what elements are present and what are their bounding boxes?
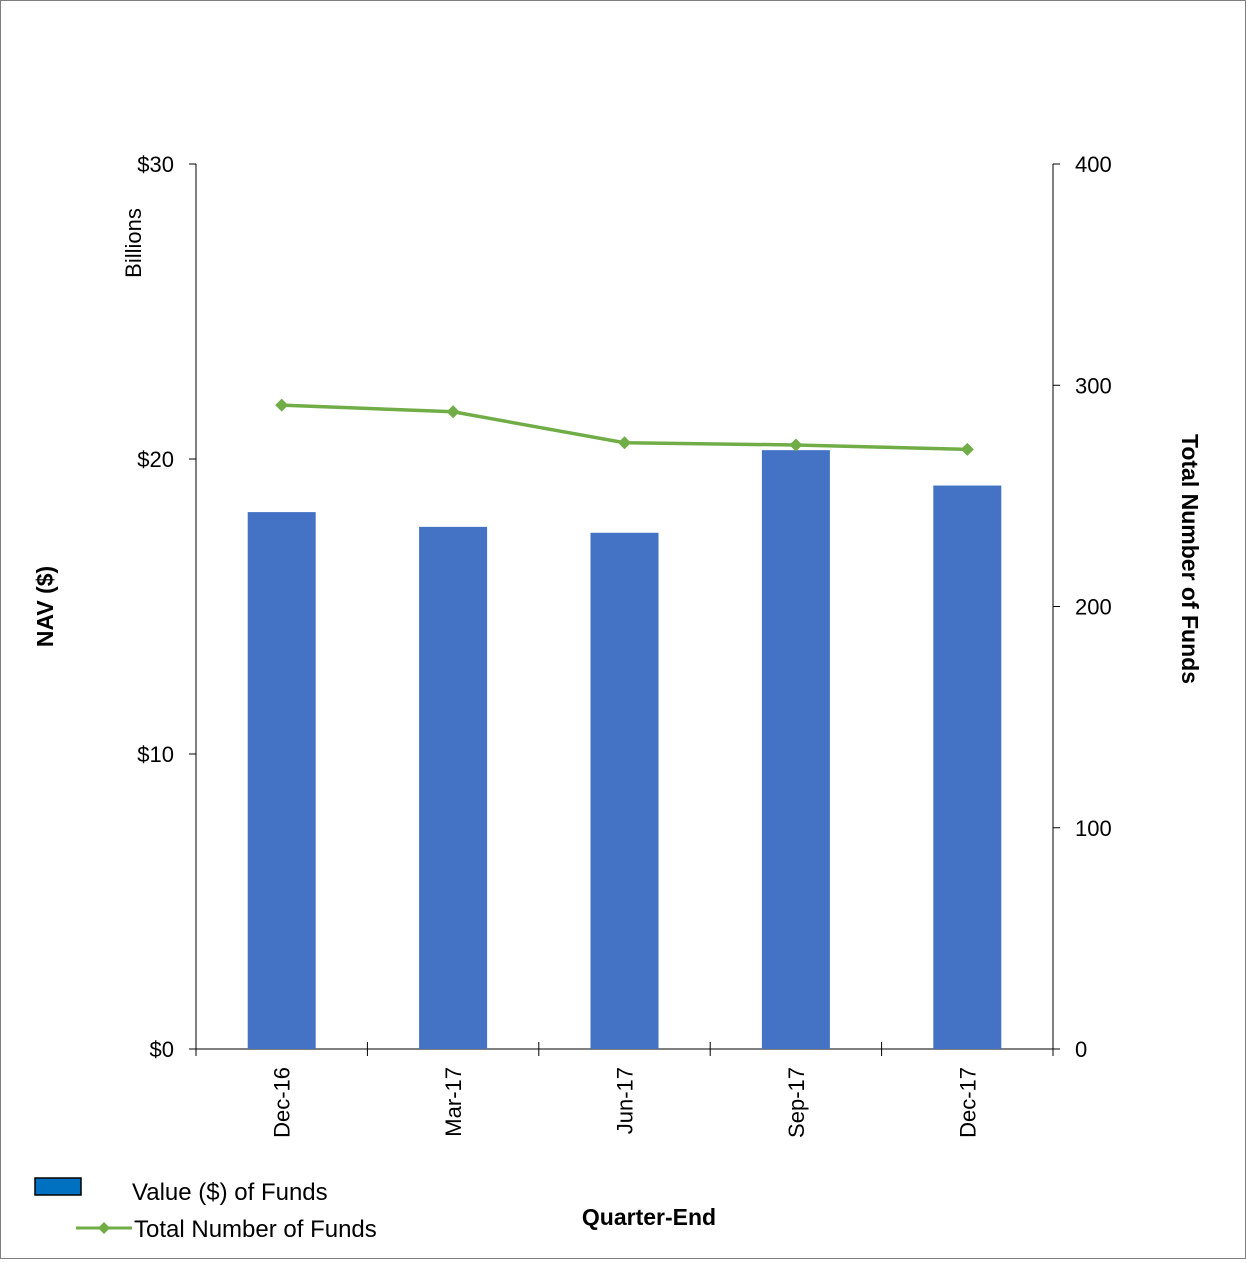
legend-swatch-bar <box>34 1177 82 1196</box>
x-tick-label: Mar-17 <box>441 1067 466 1137</box>
y-tick-label: $10 <box>137 742 174 767</box>
bars <box>247 450 1002 1049</box>
y2-tick-label: 400 <box>1075 152 1112 177</box>
bar <box>247 512 316 1049</box>
y2-tick-label: 200 <box>1075 595 1112 620</box>
x-axis-title: Quarter-End <box>582 1204 716 1230</box>
x-tick-label: Dec-17 <box>955 1067 980 1138</box>
y2-tick-label: 0 <box>1075 1037 1087 1062</box>
bar <box>590 532 659 1049</box>
y2-tick-label: 300 <box>1075 373 1112 398</box>
series-marker <box>618 436 631 450</box>
y-tick-label: $0 <box>150 1037 174 1062</box>
bar <box>761 450 830 1049</box>
legend: Value ($) of Funds Total Number of Funds <box>34 1177 377 1243</box>
bar <box>933 485 1002 1049</box>
y-tick-label: $20 <box>137 447 174 472</box>
axes: $0 $10 $20 $30 0 100 200 300 400 Dec-16 Mar-17 Jun-… <box>137 152 1111 1138</box>
y2-axis-title: Total Number of Funds <box>1177 434 1203 684</box>
y-axis-title: NAV ($) <box>32 566 58 647</box>
series-marker <box>960 442 974 456</box>
bar <box>419 526 488 1049</box>
series-marker <box>446 405 460 419</box>
x-tick-label: Dec-16 <box>270 1067 295 1138</box>
y-axis-unit: Billions <box>121 208 146 278</box>
labels: NAV ($) Billions Total Number of Funds Q… <box>32 208 1203 1230</box>
y2-tick-label: 100 <box>1075 816 1112 841</box>
y-tick-label: $30 <box>137 152 174 177</box>
series-marker <box>789 438 803 452</box>
line-series <box>275 398 974 456</box>
legend-label-bar: Value ($) of Funds <box>132 1179 328 1206</box>
legend-label-line: Total Number of Funds <box>134 1216 377 1243</box>
legend-swatch-marker <box>98 1222 110 1234</box>
series-marker <box>275 398 289 412</box>
x-tick-label: Jun-17 <box>613 1067 638 1134</box>
x-tick-label: Sep-17 <box>784 1067 809 1138</box>
